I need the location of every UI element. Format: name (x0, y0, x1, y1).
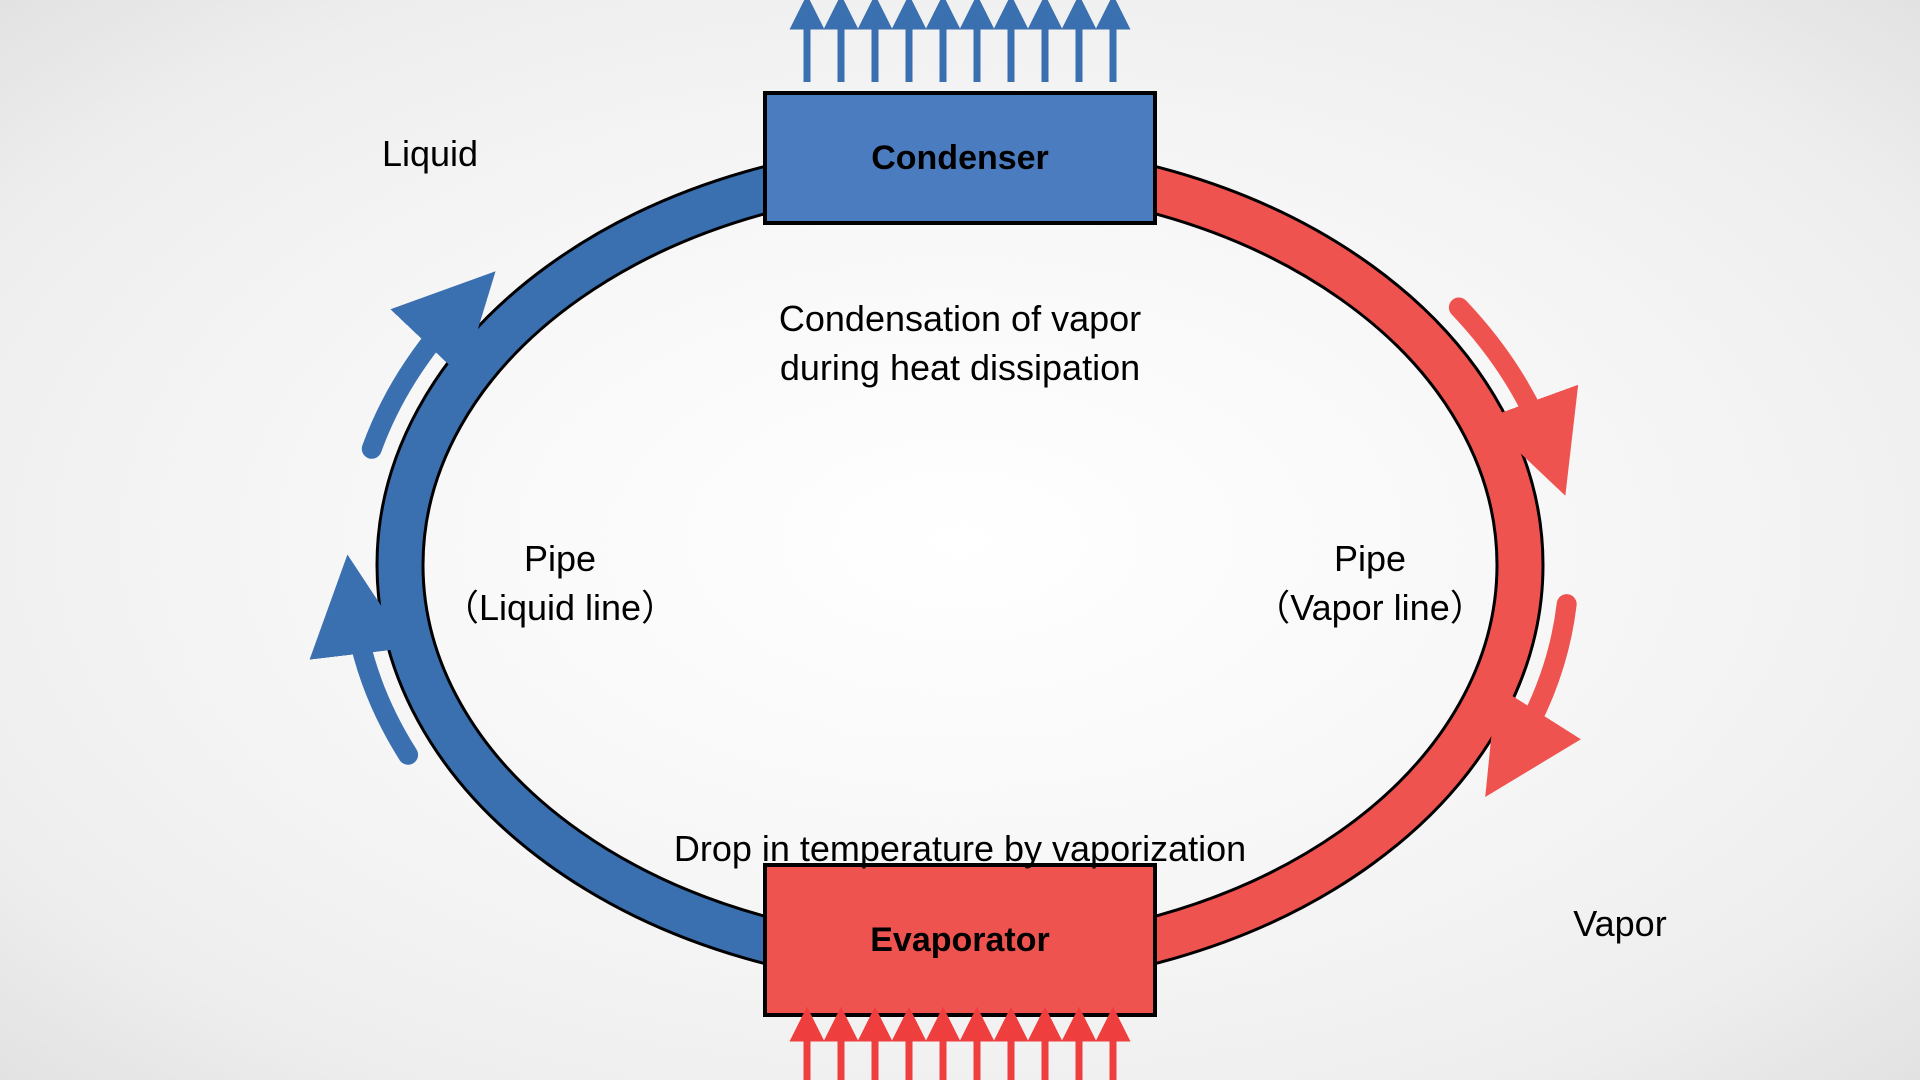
vapor_label: Vapor (1320, 900, 1920, 949)
liquid_label: Liquid (130, 130, 730, 179)
pipe_liquid: Pipe （Liquid line） (260, 535, 860, 632)
condenser_desc: Condensation of vapor during heat dissip… (660, 295, 1260, 392)
evaporator_desc: Drop in temperature by vaporization (660, 825, 1260, 874)
condenser-box-label: Condenser (871, 139, 1049, 177)
pipe_vapor: Pipe （Vapor line） (1070, 535, 1670, 632)
diagram-stage: Condenser Evaporator Liquid Vapor Condensat… (0, 0, 1920, 1080)
evaporator-box-label: Evaporator (870, 921, 1050, 959)
